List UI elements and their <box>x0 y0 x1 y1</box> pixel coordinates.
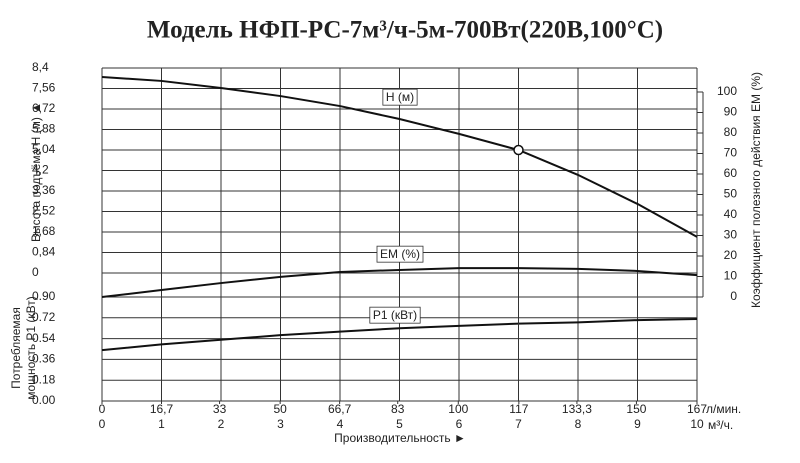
y2-tick-label: 100 <box>717 84 737 98</box>
y2-tick-label: 10 <box>724 269 738 283</box>
y2-tick-label: 40 <box>724 207 738 221</box>
x2-tick-label: 117 <box>509 402 528 416</box>
x-tick-label: 4 <box>337 417 344 431</box>
x-tick-label: 8 <box>575 417 582 431</box>
y-tick-label: 0,84 <box>32 245 56 259</box>
y-tick-label: 0.00 <box>32 393 56 407</box>
x2-tick-label: 50 <box>273 402 287 416</box>
x2-tick-label: 83 <box>391 402 405 416</box>
x2-tick-label: 100 <box>448 402 468 416</box>
y-tick-label: 1,68 <box>32 224 56 238</box>
series-label: P1 (кВт) <box>373 308 417 322</box>
x2-tick-label: 66,7 <box>328 402 352 416</box>
series-label: EM (%) <box>380 247 420 261</box>
y-tick-label: 8,4 <box>32 60 49 74</box>
y2-tick-label: 70 <box>724 146 738 160</box>
x-tick-label: 1 <box>158 417 165 431</box>
series-label: H (м) <box>386 90 414 104</box>
x2-tick-label: 0 <box>99 402 106 416</box>
x-tick-label: 3 <box>277 417 284 431</box>
y-tick-label: 0.54 <box>32 331 56 345</box>
y2-tick-label: 20 <box>724 248 738 262</box>
x-tick-label: 5 <box>396 417 403 431</box>
y-tick-label: 0.72 <box>32 310 56 324</box>
x-tick-label: 6 <box>456 417 463 431</box>
y2-tick-label: 90 <box>724 105 738 119</box>
x-axis-title: Производительность ► <box>334 431 466 445</box>
y2-axis-title: Коэффициент полезного действия EM (%) <box>749 72 763 308</box>
x-tick-label: 2 <box>218 417 225 431</box>
y-tick-label: 0.18 <box>32 372 56 386</box>
x-tick-label: 0 <box>99 417 106 431</box>
legend-box <box>382 88 418 106</box>
series-line <box>101 76 698 238</box>
y2-tick-label: 30 <box>724 228 738 242</box>
x-unit: м³/ч. <box>708 418 733 432</box>
y-tick-label: 3,36 <box>32 183 56 197</box>
y-tick-label: 0.36 <box>32 352 56 366</box>
x2-tick-label: 133,3 <box>562 402 592 416</box>
operating-point <box>513 144 524 156</box>
y-axis-title: Высота подъёма H (м) ▲ <box>29 102 43 242</box>
y2-tick-label: 0 <box>730 289 737 303</box>
x-tick-label: 10 <box>690 417 704 431</box>
y2-tick-label: 60 <box>724 166 738 180</box>
chart-title: Модель НФП-РС-7м³/ч-5м-700Вт(220В,100°С) <box>147 17 663 44</box>
y-tick-label: 7,56 <box>32 81 56 95</box>
series-line <box>101 317 698 352</box>
y-tick-label: 4,2 <box>32 163 49 177</box>
y2-tick-label: 50 <box>724 187 738 201</box>
y-tick-label: 2,52 <box>32 204 56 218</box>
x-tick-label: 9 <box>634 417 641 431</box>
y-tick-label: 0.90 <box>32 289 56 303</box>
y2-tick-label: 80 <box>724 125 738 139</box>
y-tick-label: 5,88 <box>32 122 56 136</box>
legend-box <box>376 245 424 263</box>
y-tick-label: 0 <box>32 265 39 279</box>
x-tick-label: 7 <box>515 417 522 431</box>
y-axis-title: Потребляемая <box>9 307 23 389</box>
legend-box <box>369 306 421 324</box>
series-line <box>101 267 698 298</box>
y-tick-label: 5,04 <box>32 142 56 156</box>
y-tick-label: 6,72 <box>32 101 56 115</box>
x2-unit: л/мин. <box>706 402 741 416</box>
x2-tick-label: 167 <box>687 402 707 416</box>
x2-tick-label: 16,7 <box>150 402 174 416</box>
y-axis-title: мощность P1 (кВт) <box>24 296 38 400</box>
x2-tick-label: 150 <box>626 402 646 416</box>
x2-tick-label: 33 <box>213 402 227 416</box>
